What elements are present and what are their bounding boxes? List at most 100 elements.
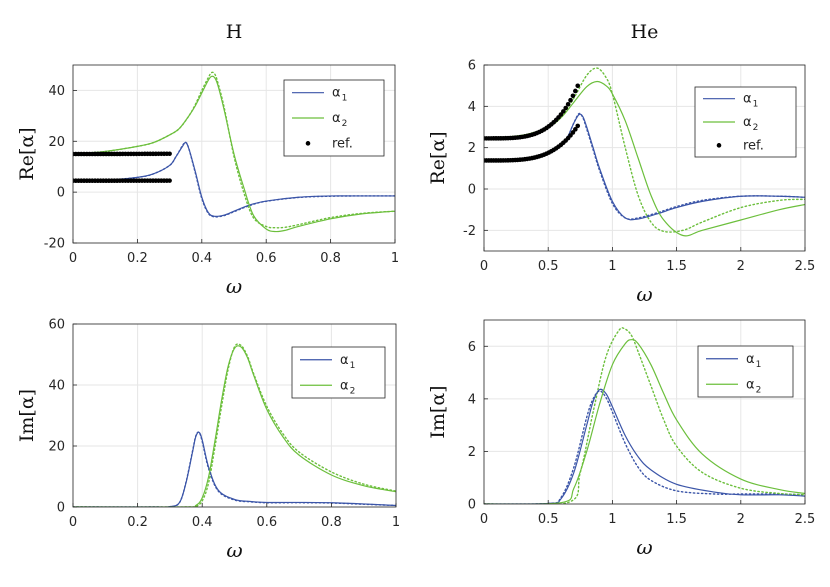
- ref-point-alpha2: [558, 112, 564, 117]
- y-tick-label: 2: [468, 141, 476, 156]
- series-alpha2-solid: [73, 345, 396, 507]
- series-alpha2-solid: [73, 75, 395, 233]
- legend-label: ref.: [743, 138, 764, 153]
- series-group: [484, 327, 805, 504]
- y-tick-label: 20: [48, 135, 65, 150]
- x-axis-label: ω: [636, 535, 652, 559]
- y-tick-label: 6: [468, 340, 476, 355]
- series-alpha1-dotted: [484, 390, 805, 504]
- axes-frame: [72, 64, 396, 244]
- x-tick-label: 0.8: [320, 251, 341, 266]
- legend-label: α2: [746, 377, 761, 395]
- series-alpha1-solid: [73, 141, 395, 218]
- series-group: [484, 67, 805, 237]
- y-tick-label: 6: [468, 59, 476, 74]
- ref-point-alpha1: [575, 123, 581, 129]
- y-axis-label: Re[α]: [16, 127, 38, 180]
- legend-label: α1: [746, 352, 761, 370]
- y-tick-label: -20: [44, 237, 65, 252]
- legend-label-main: α: [340, 353, 349, 368]
- x-tick-label: 0.6: [256, 251, 277, 266]
- legend-label: α1: [743, 92, 758, 110]
- legend-label-main: α: [743, 92, 752, 107]
- y-axis-label: Im[α]: [427, 385, 449, 438]
- y-axis-label-bracket: [α]: [427, 131, 449, 159]
- y-axis-label-main: Re: [16, 155, 38, 181]
- axes-frame: [72, 323, 397, 508]
- legend-label-main: ref.: [332, 136, 353, 151]
- x-tick-label: 0.8: [321, 515, 342, 530]
- legend-label: α2: [743, 115, 758, 133]
- legend-label-main: α: [746, 352, 755, 367]
- legend-swatch-ref: [716, 143, 722, 148]
- y-tick-label: 60: [48, 318, 65, 333]
- ref-point-alpha2: [563, 105, 569, 111]
- ref-point-alpha2: [167, 151, 172, 157]
- series-alpha1-solid: [484, 388, 805, 504]
- ref-point-alpha2: [573, 88, 578, 94]
- x-tick-label: 1.5: [666, 259, 687, 274]
- y-axis-label-bracket: [α]: [16, 127, 38, 155]
- y-axis-label-main: Re: [427, 159, 449, 185]
- legend-label-sub: 2: [350, 386, 356, 396]
- x-tick-label: 1.5: [666, 512, 687, 527]
- y-tick-label: 40: [48, 379, 65, 394]
- x-tick-label: 2.5: [795, 512, 816, 527]
- y-tick-label: 0: [468, 183, 476, 198]
- legend-label-main: α: [340, 378, 349, 393]
- y-tick-label: 4: [468, 100, 476, 115]
- y-tick-label: 20: [48, 440, 65, 455]
- y-tick-label: 0: [57, 186, 65, 201]
- x-tick-label: 0.2: [127, 251, 148, 266]
- legend-label-main: α: [746, 377, 755, 392]
- x-tick-label: 0.4: [191, 251, 212, 266]
- ref-point-alpha1: [570, 130, 576, 135]
- x-tick-label: 1: [391, 251, 399, 266]
- axes-frame: [483, 319, 806, 505]
- legend-label-main: α: [332, 86, 341, 101]
- legend-label-sub: 2: [342, 119, 348, 129]
- ref-point-alpha2: [565, 101, 571, 107]
- legend-label-sub: 2: [753, 123, 759, 133]
- x-tick-label: 0: [480, 512, 488, 527]
- x-tick-label: 0: [480, 259, 488, 274]
- legend-label: α1: [340, 353, 355, 371]
- y-axis-label: Im[α]: [16, 389, 38, 442]
- y-tick-label: -2: [463, 224, 476, 239]
- y-axis-label-bracket: [α]: [16, 389, 38, 417]
- y-tick-label: 0: [468, 498, 476, 513]
- legend-label-main: α: [332, 111, 341, 126]
- y-axis-label-main: Im: [16, 417, 38, 443]
- ref-point-alpha2: [561, 109, 566, 114]
- panel-title: H: [226, 21, 243, 43]
- series-alpha2-dotted: [73, 343, 396, 507]
- x-tick-label: 2: [737, 259, 745, 274]
- legend-label-main: α: [743, 115, 752, 130]
- legend-label: α2: [332, 111, 347, 129]
- x-tick-label: 1: [392, 515, 400, 530]
- y-axis-label-bracket: [α]: [427, 385, 449, 413]
- legend-label: ref.: [332, 136, 353, 151]
- x-tick-label: 1: [608, 512, 616, 527]
- legend-label-sub: 1: [350, 361, 356, 371]
- series-alpha2-solid: [484, 339, 805, 504]
- x-tick-label: 0.5: [538, 259, 559, 274]
- axes-frame: [483, 64, 806, 252]
- legend-label-sub: 1: [756, 360, 762, 370]
- x-axis-label: ω: [226, 274, 242, 298]
- x-tick-label: 0.6: [256, 515, 277, 530]
- y-tick-label: 2: [468, 445, 476, 460]
- legend-label-sub: 2: [756, 385, 762, 395]
- legend-label-sub: 1: [342, 94, 348, 104]
- ref-point-alpha2: [575, 83, 581, 89]
- series-group: [73, 343, 396, 507]
- legend-swatch-ref: [305, 141, 311, 146]
- x-tick-label: 2: [737, 512, 745, 527]
